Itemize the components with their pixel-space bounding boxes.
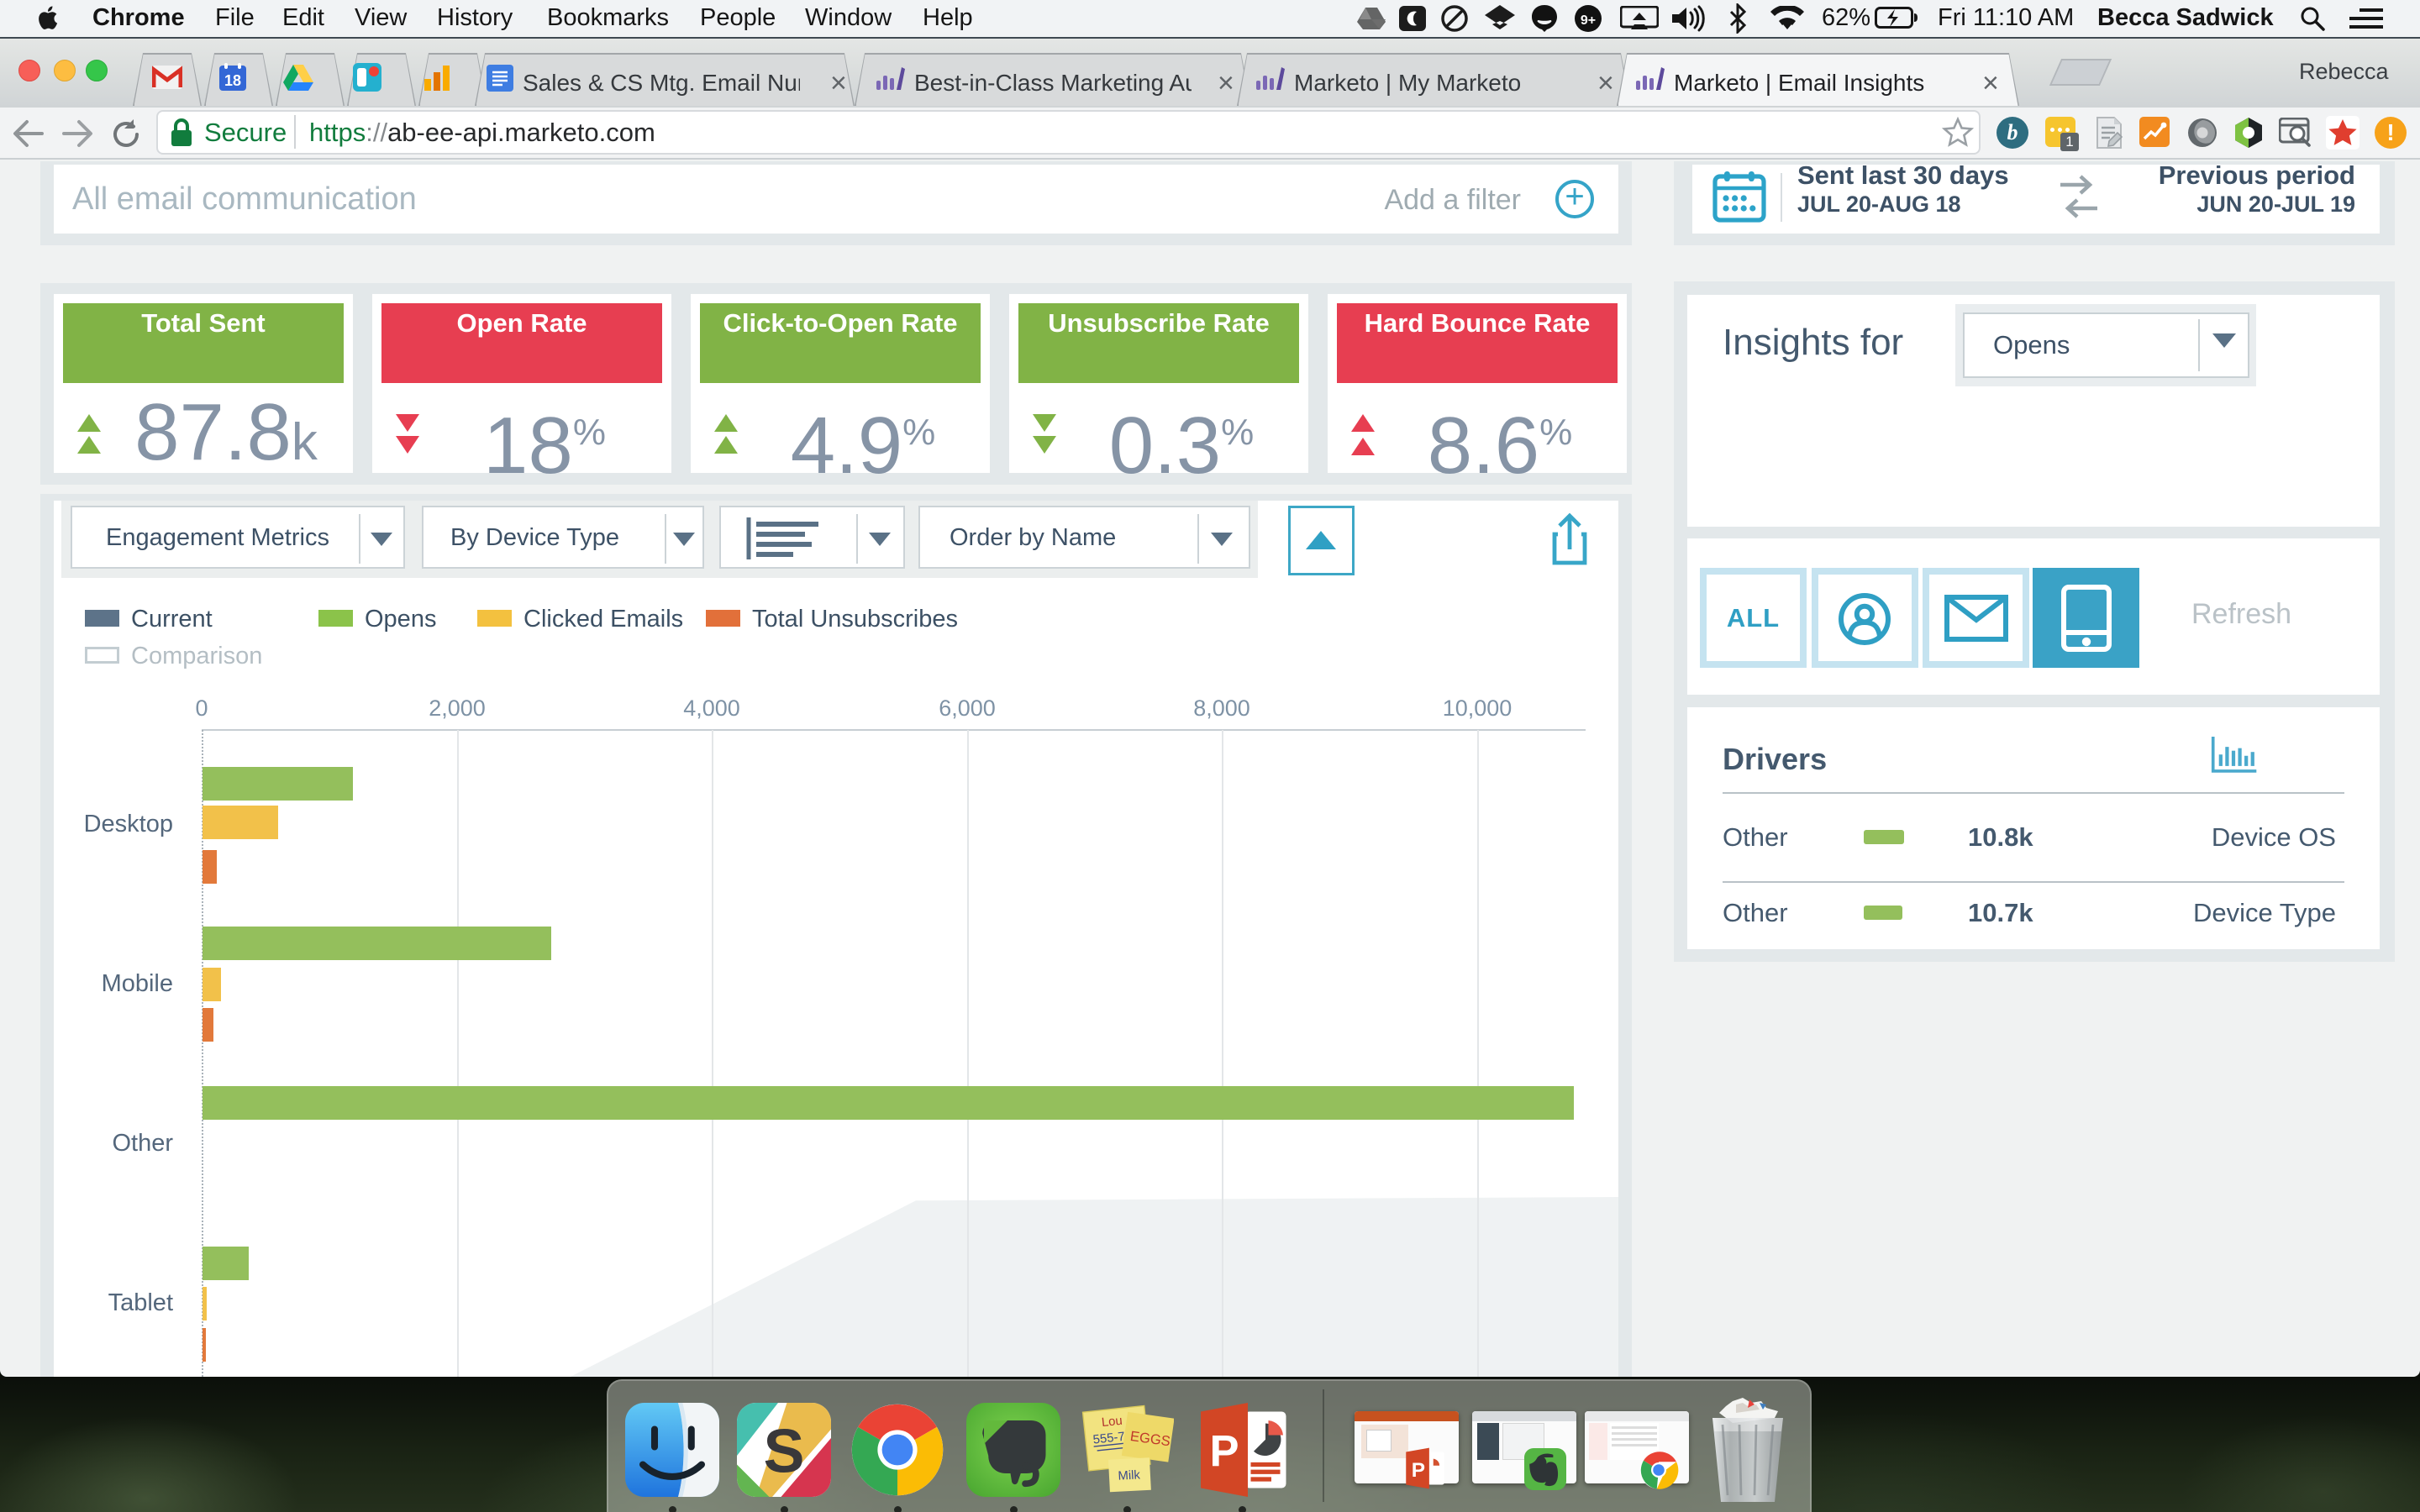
svg-text:9+: 9+ (1581, 13, 1596, 28)
svg-text:Lou: Lou (1101, 1415, 1123, 1431)
svg-text:18: 18 (224, 72, 241, 89)
svg-text:P: P (1210, 1426, 1239, 1476)
svg-text:Milk: Milk (1118, 1468, 1141, 1483)
svg-text:S: S (763, 1415, 804, 1485)
svg-text:P: P (1412, 1459, 1425, 1482)
